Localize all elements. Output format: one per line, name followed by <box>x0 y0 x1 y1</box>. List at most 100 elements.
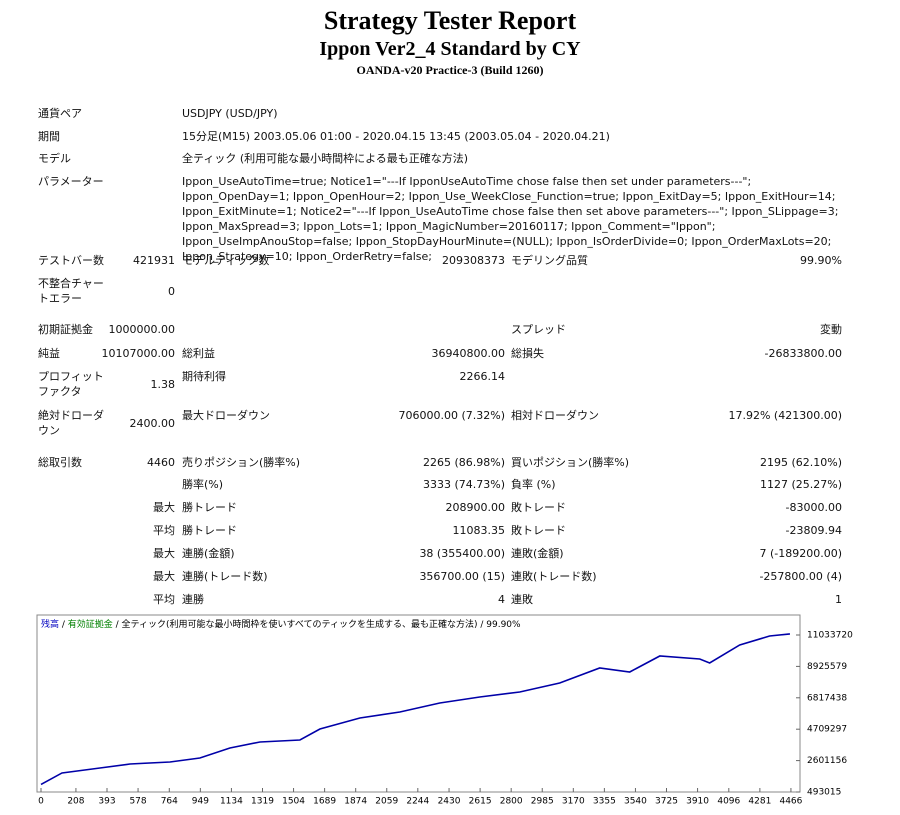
cell-label3: 負率 (%) <box>511 478 556 491</box>
x-tick-label: 393 <box>98 797 115 807</box>
cell-label: 初期証拠金 <box>38 323 93 336</box>
cell-value: 421931 <box>133 254 175 267</box>
legend-entry: / <box>59 620 68 630</box>
cell-value3: -257800.00 (4) <box>759 570 842 583</box>
x-tick-label: 578 <box>129 797 146 807</box>
cell-value3: 7 (-189200.00) <box>759 547 842 560</box>
cell-label: 通貨ペア <box>38 107 82 120</box>
cell-value2: 4 <box>498 593 505 606</box>
cell-label: テストバー数 <box>38 254 104 267</box>
plot-frame <box>36 614 801 793</box>
cell-value: 最大 <box>153 501 175 514</box>
x-tick-label: 1504 <box>282 797 305 807</box>
cell-label2: 勝トレード <box>182 524 237 537</box>
cell-label2: 勝トレード <box>182 501 237 514</box>
cell-label2: 連勝 <box>182 593 204 606</box>
x-tick-label: 2059 <box>375 797 398 807</box>
cell-value2: 706000.00 (7.32%) <box>398 409 505 422</box>
cell-label3: 買いポジション(勝率%) <box>511 456 630 469</box>
cell-label2: 15分足(M15) 2003.05.06 01:00 - 2020.04.15 … <box>182 130 610 143</box>
balance-line <box>40 633 791 786</box>
cell-value2: 2266.14 <box>459 370 506 383</box>
x-tick-label: 2800 <box>500 797 523 807</box>
cell-label2: モデルティック数 <box>182 254 270 267</box>
y-tick-label: 6817438 <box>807 693 847 703</box>
x-tick-label: 0 <box>38 797 44 807</box>
cell-label3: 連敗(トレード数) <box>511 570 597 583</box>
cell-value2: 3333 (74.73%) <box>422 478 505 491</box>
cell-value: 1.38 <box>150 378 176 391</box>
cell-value: 1000000.00 <box>108 323 175 336</box>
x-tick-label: 764 <box>161 797 178 807</box>
x-tick-label: 3725 <box>655 797 678 807</box>
cell-value2: 209308373 <box>442 254 505 267</box>
cell-label: 純益 <box>38 347 60 360</box>
cell-value: 2400.00 <box>129 417 176 430</box>
report-subtitle: Ippon Ver2_4 Standard by CY <box>319 38 581 60</box>
x-tick-label: 3355 <box>593 797 616 807</box>
y-tick-label: 2601156 <box>807 756 847 766</box>
cell-value: 0 <box>168 285 175 298</box>
cell-value: 4460 <box>147 456 175 469</box>
report-title: Strategy Tester Report <box>323 6 577 35</box>
cell-label2: 連勝(トレード数) <box>182 570 268 583</box>
legend-entry: 残高 <box>41 618 59 630</box>
y-tick-label: 4709297 <box>807 725 847 735</box>
cell-value2: 208900.00 <box>445 501 506 514</box>
cell-label3: 連敗(金額) <box>511 547 564 560</box>
cell-value3: -26833800.00 <box>764 347 842 360</box>
cell-label3: 敗トレード <box>511 501 566 514</box>
x-tick-label: 3170 <box>562 797 585 807</box>
x-tick-label: 4096 <box>717 797 740 807</box>
x-tick-label: 1319 <box>251 797 274 807</box>
cell-label2: 全ティック (利用可能な最小時間枠による最も正確な方法) <box>182 152 469 165</box>
x-tick-label: 3540 <box>624 797 647 807</box>
x-tick-label: 949 <box>192 797 209 807</box>
cell-value3: -83000.00 <box>785 501 842 514</box>
cell-label2: 総利益 <box>182 347 215 360</box>
cell-label3: 敗トレード <box>511 524 566 537</box>
x-tick-label: 1134 <box>220 797 243 807</box>
y-tick-label: 11033720 <box>807 630 853 640</box>
cell-value2: 38 (355400.00) <box>419 547 505 560</box>
x-tick-label: 3910 <box>686 797 709 807</box>
cell-value: 平均 <box>153 524 175 537</box>
cell-label2: 最大ドローダウン <box>182 409 270 422</box>
cell-value3: 1 <box>835 593 842 606</box>
cell-label: 総取引数 <box>38 456 82 469</box>
x-tick-label: 1689 <box>313 797 336 807</box>
cell-value: 10107000.00 <box>101 347 175 360</box>
cell-label2: 売りポジション(勝率%) <box>182 456 301 469</box>
cell-value: 最大 <box>153 547 175 560</box>
x-tick-label: 4281 <box>748 797 771 807</box>
legend: 残高 / 有効証拠金 / 全ティック(利用可能な最小時間枠を使いすべてのティック… <box>41 618 521 630</box>
cell-label: モデル <box>38 152 71 165</box>
cell-value2: 36940800.00 <box>431 347 505 360</box>
cell-label2: 連勝(金額) <box>182 547 235 560</box>
cell-label2: Ippon_UseAutoTime=true; Notice1="---If I… <box>182 175 839 263</box>
cell-label: プロフィットファクタ <box>38 370 104 398</box>
cell-label3: 連敗 <box>511 593 533 606</box>
cell-label3: 相対ドローダウン <box>511 409 599 422</box>
legend-entry: 有効証拠金 <box>68 618 113 630</box>
cell-value3: 1127 (25.27%) <box>759 478 842 491</box>
cell-label2: 期待利得 <box>182 370 226 383</box>
cell-value: 最大 <box>153 570 175 583</box>
x-tick-label: 2985 <box>531 797 554 807</box>
cell-label2: 勝率(%) <box>182 478 224 491</box>
x-tick-label: 1874 <box>344 797 367 807</box>
x-tick-label: 2615 <box>469 797 492 807</box>
cell-label: パラメーター <box>38 175 104 188</box>
cell-value2: 2265 (86.98%) <box>422 456 505 469</box>
y-tick-label: 493015 <box>807 788 841 798</box>
cell-label3: モデリング品質 <box>511 254 588 267</box>
cell-label2: USDJPY (USD/JPY) <box>182 107 278 120</box>
y-tick-label: 8925579 <box>807 662 847 672</box>
x-tick-label: 4466 <box>779 797 802 807</box>
cell-label3: スプレッド <box>511 323 566 336</box>
cell-label: 不整合チャートエラー <box>38 277 104 305</box>
cell-value3: 99.90% <box>800 254 842 267</box>
cell-label3: 総損失 <box>511 347 544 360</box>
